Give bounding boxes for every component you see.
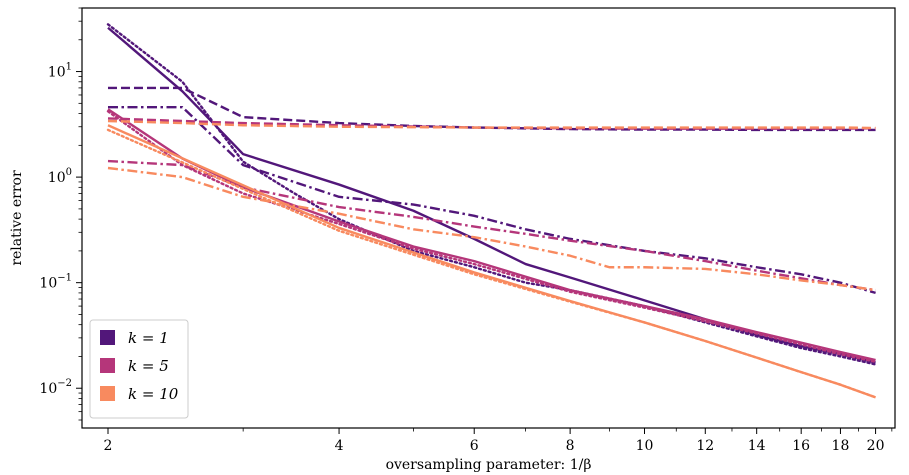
legend: k = 1 k = 5 k = 10 (89, 319, 189, 419)
y-tick-label: 10−2 (39, 378, 72, 397)
series-line-k1-solid (107, 26, 876, 364)
x-tick-label: 16 (792, 438, 810, 454)
series-line-k5-dashdot (107, 159, 876, 292)
series-layer (106, 23, 877, 399)
legend-swatch (100, 358, 115, 373)
series-line-k10-solid (107, 124, 876, 399)
legend-label: k = 10 (128, 385, 179, 403)
x-tick-label: 6 (470, 438, 479, 454)
x-tick-label: 12 (696, 438, 714, 454)
x-tick-label: 18 (832, 438, 850, 454)
x-axis-label: oversampling parameter: 1/β (386, 457, 592, 473)
plot-frame (81, 7, 896, 429)
series-line-k1-dotted (106, 23, 877, 366)
x-tick-label: 4 (335, 438, 344, 454)
series-line-k10-dashed (107, 119, 876, 130)
x-tick-label: 2 (104, 438, 113, 454)
x-tick-label: 8 (566, 438, 575, 454)
axes-layer: 2 4 6 8 10 12 14 16 18 20 10−2 10−1 100 101 (39, 7, 896, 454)
series-line-k1-dashdot (107, 105, 876, 295)
y-tick-label: 10−1 (39, 273, 72, 292)
series-line-k1-dashed (107, 86, 876, 132)
legend-label: k = 1 (128, 329, 169, 347)
y-axis-label: relative error (9, 170, 25, 266)
x-tick-label: 20 (867, 438, 885, 454)
series-line-k10-dotted (106, 128, 877, 399)
legend-label: k = 5 (128, 357, 169, 375)
y-tick-label: 100 (48, 167, 72, 186)
series-line-k5-dotted (106, 110, 877, 363)
x-tick-label: 10 (636, 438, 654, 454)
y-tick-label: 101 (48, 62, 72, 81)
legend-swatch (100, 330, 115, 345)
legend-swatch (100, 386, 115, 401)
x-tick-label: 14 (748, 438, 766, 454)
